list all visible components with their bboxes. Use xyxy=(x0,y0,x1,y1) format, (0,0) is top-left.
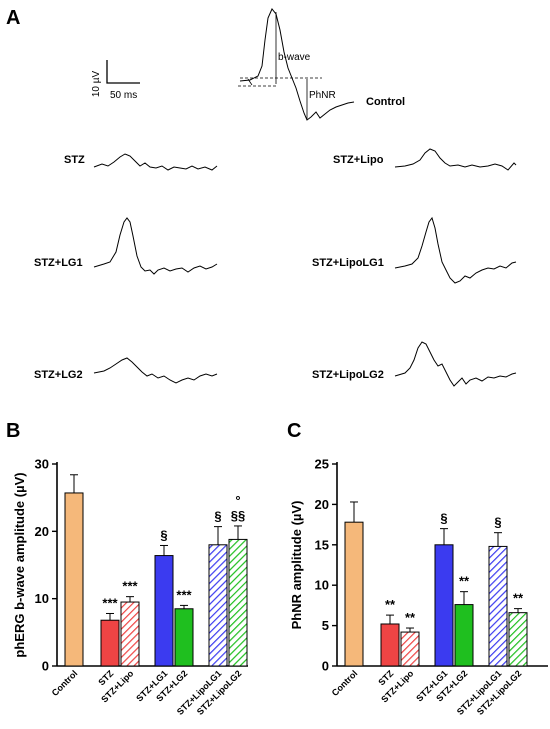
control-trace xyxy=(238,8,355,121)
bar-stz-lipo xyxy=(400,631,420,667)
significance-label: § xyxy=(160,527,167,542)
significance-label-extra: ° xyxy=(235,493,240,508)
y-tick-label: 15 xyxy=(315,537,329,552)
y-tick-label: 30 xyxy=(35,457,49,472)
bar-stz-lipolg1 xyxy=(488,545,508,667)
y-tick-label: 0 xyxy=(42,659,49,674)
significance-label: *** xyxy=(122,579,138,594)
bar-control xyxy=(64,492,84,667)
y-tick-label: 20 xyxy=(315,497,329,512)
category-label: Control xyxy=(330,668,360,698)
trace-label-stz-lg1: STZ+LG1 xyxy=(34,257,83,269)
significance-label: ** xyxy=(459,574,470,589)
y-tick-label: 10 xyxy=(315,578,329,593)
scale-x-label: 50 ms xyxy=(110,90,137,101)
bwave-label: b-wave xyxy=(278,52,311,63)
bar-stz-lipo xyxy=(120,601,140,667)
significance-label: ** xyxy=(385,597,396,612)
scale-bar xyxy=(106,60,140,84)
y-tick-label: 5 xyxy=(322,618,329,633)
stz-lipo-trace xyxy=(394,148,517,171)
significance-label: §§ xyxy=(231,508,245,523)
stz-trace xyxy=(93,153,218,171)
y-tick-label: 10 xyxy=(35,591,49,606)
phnr-label: PhNR xyxy=(309,90,336,101)
y-axis-title: phERG b-wave amplitude (µV) xyxy=(12,472,27,657)
scale-y-label: 10 µV xyxy=(91,71,102,98)
bar-stz-lg2 xyxy=(174,608,194,667)
trace-label-stz-lipo: STZ+Lipo xyxy=(333,154,384,166)
trace-label-stz-lipolg2: STZ+LipoLG2 xyxy=(312,369,384,381)
trace-label-control: Control xyxy=(366,96,405,108)
bar-stz-lipolg2 xyxy=(508,612,528,667)
significance-label: § xyxy=(494,515,501,530)
panel-letter-b: B xyxy=(6,420,20,442)
panel-letter-a: A xyxy=(6,7,20,29)
trace-label-stz-lipolg1: STZ+LipoLG1 xyxy=(312,257,384,269)
significance-label: ** xyxy=(405,610,416,625)
significance-label: ** xyxy=(513,591,524,606)
y-axis-title: PhNR amplitude (µV) xyxy=(289,501,304,630)
bar-stz xyxy=(380,623,400,667)
y-tick-label: 20 xyxy=(35,524,49,539)
significance-label: *** xyxy=(102,595,118,610)
trace-label-stz-lg2: STZ+LG2 xyxy=(34,369,83,381)
bar-stz-lg2 xyxy=(454,604,474,667)
stz-lipolg1-trace xyxy=(394,216,517,284)
significance-label: § xyxy=(214,509,221,524)
bar-stz-lipolg1 xyxy=(208,544,228,667)
y-tick-label: 0 xyxy=(322,659,329,674)
category-label: Control xyxy=(50,668,80,698)
chart-b-bwave: 0 10 20 30 phERG b-wave amplitude (µV) Contro… xyxy=(12,457,248,717)
panel-letter-c: C xyxy=(287,420,301,442)
stz-lipolg2-trace xyxy=(394,341,517,387)
bar-stz-lg1 xyxy=(154,555,174,667)
bar-stz-lipolg2 xyxy=(228,538,248,667)
significance-label: *** xyxy=(176,587,192,602)
y-tick-label: 25 xyxy=(315,457,329,472)
stz-lg2-trace xyxy=(93,357,218,384)
significance-label: § xyxy=(440,511,447,526)
stz-lg1-trace xyxy=(93,217,218,275)
bar-control xyxy=(344,521,364,667)
bar-stz-lg1 xyxy=(434,544,454,667)
bar-stz xyxy=(100,619,120,667)
trace-label-stz: STZ xyxy=(64,154,85,166)
